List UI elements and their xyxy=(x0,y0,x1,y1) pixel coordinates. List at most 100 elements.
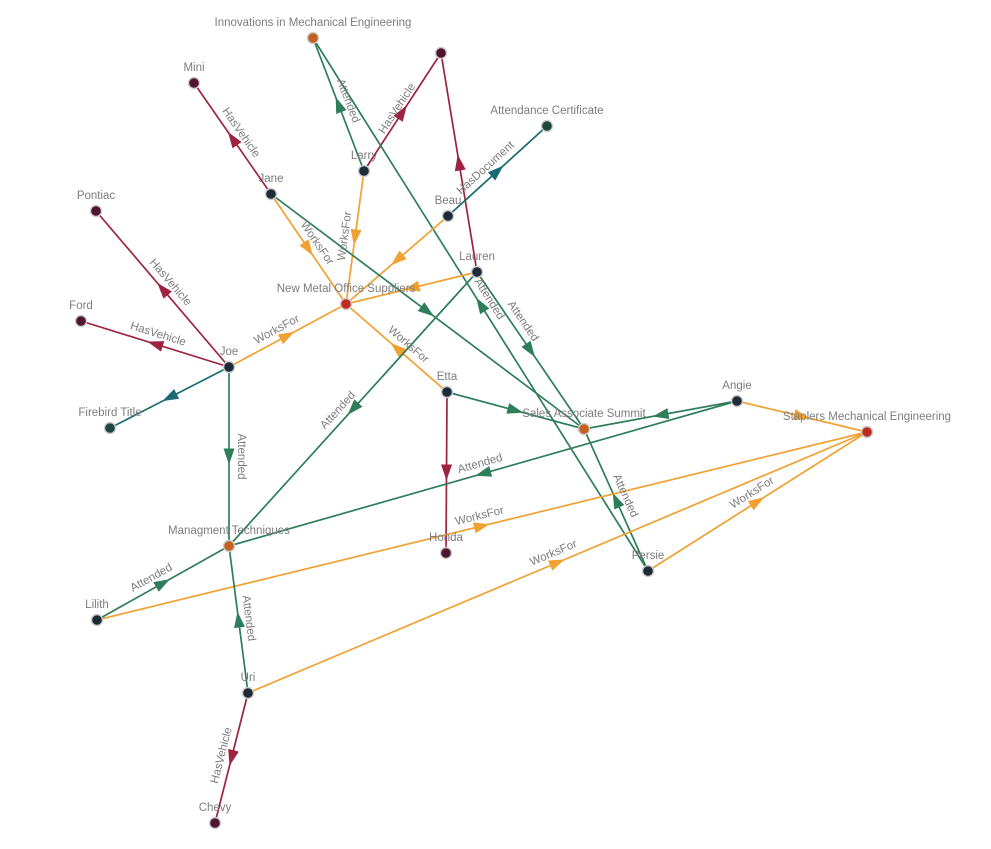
node-dot-document[interactable] xyxy=(540,119,554,133)
edge-angie-sas[interactable] xyxy=(583,400,738,430)
node-dot-person[interactable] xyxy=(241,686,255,700)
node-label: Joe xyxy=(220,346,239,358)
edge-arrow-icon xyxy=(417,302,434,317)
node-dot-vehicle[interactable] xyxy=(434,46,448,60)
edge-arrow-icon xyxy=(652,408,670,419)
node-unnamed_vehicle[interactable] xyxy=(434,46,448,60)
node-dot-person[interactable] xyxy=(440,385,454,399)
node-label: Managment Techniques xyxy=(168,525,290,537)
edge-arrow-icon xyxy=(234,611,245,629)
node-larry[interactable]: Larry xyxy=(351,150,377,178)
edge-arrow-icon xyxy=(403,280,421,292)
edge-uri-staplers[interactable] xyxy=(247,431,868,694)
edge-arrow-icon xyxy=(476,297,490,315)
node-staplers[interactable]: Staplers Mechanical Engineering xyxy=(783,411,951,439)
node-mt[interactable]: Managment Techniques xyxy=(168,525,290,553)
node-dot-person[interactable] xyxy=(641,564,655,578)
node-dot-document[interactable] xyxy=(103,421,117,435)
node-beau[interactable]: Beau xyxy=(435,195,462,223)
node-uri[interactable]: Uri xyxy=(241,672,256,700)
node-dot-event[interactable] xyxy=(222,539,236,553)
node-dot-vehicle[interactable] xyxy=(89,204,103,218)
edge-larry-nmos[interactable] xyxy=(345,170,365,305)
node-dot-person[interactable] xyxy=(730,394,744,408)
edge-lauren-sas[interactable] xyxy=(476,271,585,430)
node-pontiac[interactable]: Pontiac xyxy=(77,190,116,218)
node-dot-vehicle[interactable] xyxy=(74,314,88,328)
node-label: Sales Associate Summit xyxy=(522,408,646,420)
edge-lauren-unnamed_vehicle[interactable] xyxy=(440,52,478,273)
node-dot-person[interactable] xyxy=(222,360,236,374)
node-dot-vehicle[interactable] xyxy=(208,816,222,830)
edge-angie-mt[interactable] xyxy=(228,400,738,547)
node-jane[interactable]: Jane xyxy=(259,173,284,201)
edge-arrow-icon xyxy=(487,165,504,181)
node-dot-person[interactable] xyxy=(470,265,484,279)
edge-etta-sas[interactable] xyxy=(446,391,585,430)
edge-beau-attendance_certificate[interactable] xyxy=(447,125,548,217)
node-dot-person[interactable] xyxy=(90,613,104,627)
node-dot-company[interactable] xyxy=(860,425,874,439)
edge-lauren-nmos[interactable] xyxy=(345,271,478,305)
node-joe[interactable]: Joe xyxy=(220,346,239,374)
edge-beau-nmos[interactable] xyxy=(345,215,449,305)
edge-uri-chevy[interactable] xyxy=(214,692,249,824)
edge-persie-sas[interactable] xyxy=(583,428,649,572)
node-innovations[interactable]: Innovations in Mechanical Engineering xyxy=(215,17,412,45)
node-dot-person[interactable] xyxy=(357,164,371,178)
edge-joe-ford[interactable] xyxy=(80,320,230,368)
node-label: Chevy xyxy=(199,802,232,814)
edge-joe-nmos[interactable] xyxy=(228,303,347,368)
node-label: Persie xyxy=(632,550,665,562)
edge-larry-innovations[interactable] xyxy=(312,37,365,172)
node-angie[interactable]: Angie xyxy=(722,380,752,408)
node-dot-event[interactable] xyxy=(577,422,591,436)
edge-joe-mt[interactable] xyxy=(223,367,235,546)
edge-etta-nmos[interactable] xyxy=(345,303,448,393)
node-dot-person[interactable] xyxy=(264,187,278,201)
edge-lilith-mt[interactable] xyxy=(96,545,230,621)
node-firebird_title[interactable]: Firebird Title xyxy=(78,407,142,435)
edge-arrow-icon xyxy=(277,331,295,345)
node-dot-vehicle[interactable] xyxy=(187,76,201,90)
edge-jane-mini[interactable] xyxy=(193,82,272,195)
edge-joe-firebird_title[interactable] xyxy=(109,366,230,429)
node-dot-event[interactable] xyxy=(306,31,320,45)
edge-arrow-icon xyxy=(147,341,165,352)
node-nmos[interactable]: New Metal Office Suppliers xyxy=(277,283,416,311)
node-dot-person[interactable] xyxy=(441,209,455,223)
edge-lilith-staplers[interactable] xyxy=(96,431,868,621)
edge-larry-unnamed_vehicle[interactable] xyxy=(363,52,442,172)
edge-arrow-icon xyxy=(227,131,242,149)
edge-uri-mt[interactable] xyxy=(228,545,249,694)
edge-angie-staplers[interactable] xyxy=(736,400,868,433)
edge-arrow-icon xyxy=(390,250,407,266)
edge-persie-innovations[interactable] xyxy=(312,37,649,572)
edge-etta-honda[interactable] xyxy=(441,391,453,554)
node-lauren[interactable]: Lauren xyxy=(459,251,495,279)
edge-persie-staplers[interactable] xyxy=(647,431,868,572)
node-label: Attendance Certificate xyxy=(490,105,603,117)
edge-arrow-icon xyxy=(475,466,493,477)
node-attendance_certificate[interactable]: Attendance Certificate xyxy=(490,105,604,133)
node-lilith[interactable]: Lilith xyxy=(85,599,109,627)
edge-arrow-icon xyxy=(506,403,524,414)
edge-arrow-icon xyxy=(223,448,235,465)
node-mini[interactable]: Mini xyxy=(183,62,205,90)
edge-joe-pontiac[interactable] xyxy=(95,210,230,368)
node-sas[interactable]: Sales Associate Summit xyxy=(522,408,646,436)
edge-jane-nmos[interactable] xyxy=(270,193,347,305)
node-ford[interactable]: Ford xyxy=(69,300,93,328)
edge-lauren-mt[interactable] xyxy=(228,271,478,547)
edge-jane-sas[interactable] xyxy=(270,193,585,430)
node-chevy[interactable]: Chevy xyxy=(199,802,232,830)
node-etta[interactable]: Etta xyxy=(437,371,458,399)
node-honda[interactable]: Honda xyxy=(429,532,464,560)
node-dot-company[interactable] xyxy=(339,297,353,311)
edge-label: HasVehicle xyxy=(377,81,418,136)
node-persie[interactable]: Persie xyxy=(632,550,665,578)
node-label: Lauren xyxy=(459,251,495,263)
node-dot-vehicle[interactable] xyxy=(439,546,453,560)
